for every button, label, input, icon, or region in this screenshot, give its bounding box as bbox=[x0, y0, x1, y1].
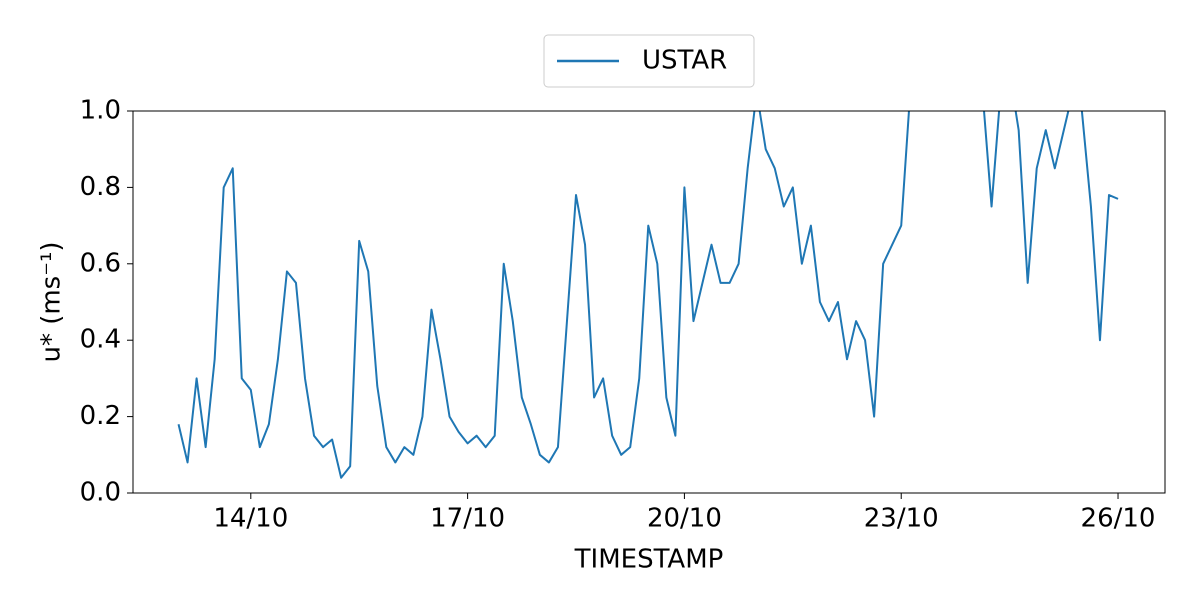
y-axis-label: u* (ms⁻¹) bbox=[37, 241, 67, 362]
legend-label: USTAR bbox=[642, 46, 727, 76]
y-tick-label: 0.4 bbox=[80, 325, 121, 355]
y-tick-label: 0.6 bbox=[80, 248, 121, 278]
y-tick-label: 0.2 bbox=[80, 401, 121, 431]
y-tick-label: 0.0 bbox=[80, 478, 121, 508]
legend: USTAR bbox=[543, 34, 755, 88]
x-tick-label: 17/10 bbox=[430, 504, 505, 534]
x-tick-label: 23/10 bbox=[864, 504, 939, 534]
plot-area bbox=[177, 111, 1119, 479]
x-tick-label: 26/10 bbox=[1081, 504, 1156, 534]
legend-box bbox=[543, 34, 755, 88]
axes-frame bbox=[132, 110, 1166, 494]
y-tick-label: 0.8 bbox=[80, 172, 121, 202]
x-tick-label: 14/10 bbox=[213, 504, 288, 534]
x-axis-label: TIMESTAMP bbox=[574, 545, 724, 575]
y-tick-label: 1.0 bbox=[80, 96, 121, 126]
x-tick-label: 20/10 bbox=[647, 504, 722, 534]
data-line bbox=[177, 111, 1119, 479]
